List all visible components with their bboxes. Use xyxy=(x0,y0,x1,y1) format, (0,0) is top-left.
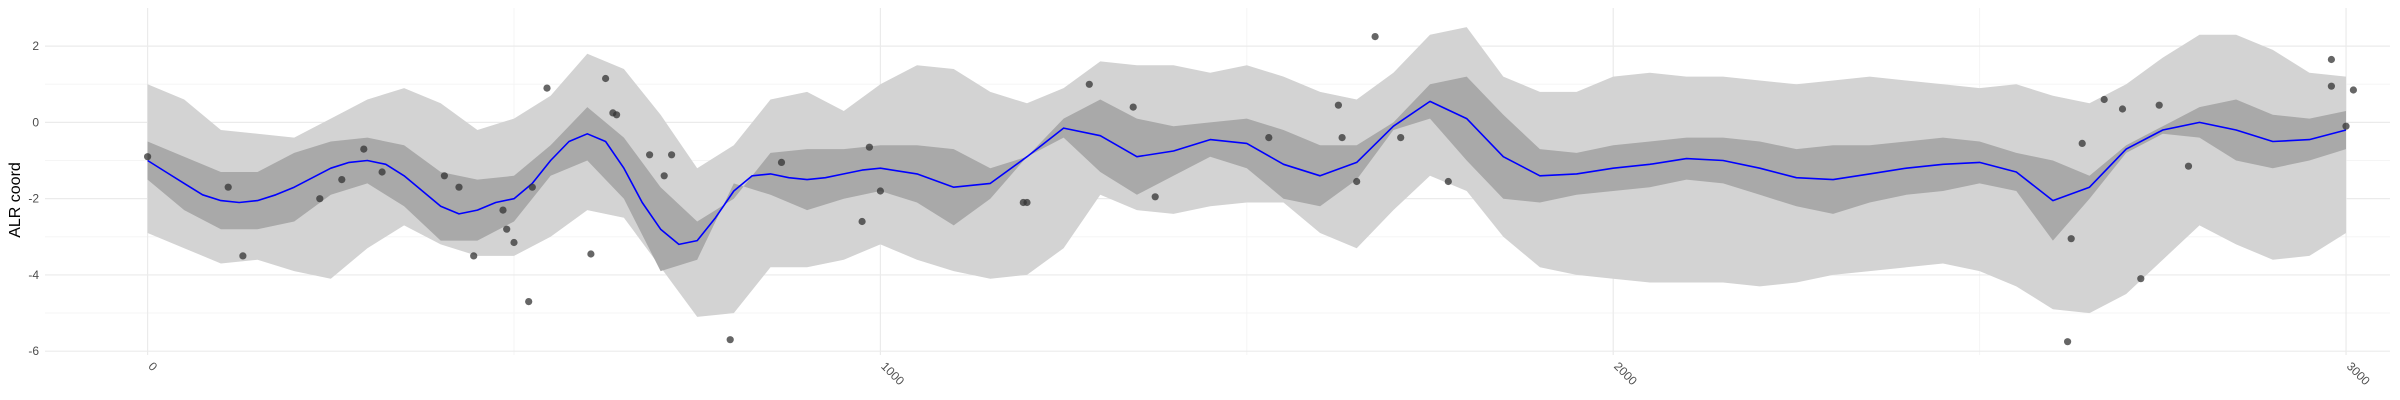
data-point xyxy=(2327,82,2335,90)
data-point xyxy=(2100,95,2108,104)
data-point xyxy=(316,195,324,203)
data-point xyxy=(2184,162,2193,170)
data-point xyxy=(338,176,346,184)
data-point xyxy=(1265,134,1273,142)
data-point xyxy=(858,217,866,226)
data-point xyxy=(646,151,654,159)
data-point xyxy=(525,298,533,306)
data-point xyxy=(1151,193,1159,201)
data-point xyxy=(587,250,595,258)
data-point xyxy=(499,206,507,214)
data-point xyxy=(668,151,676,159)
x-axis-tick-labels: 0 1000 2000 3000 xyxy=(145,359,2372,388)
inner-band-area xyxy=(147,76,2346,272)
y-axis-tick-labels: -6 -4 -2 0 2 xyxy=(28,39,39,358)
data-point xyxy=(144,153,152,161)
data-point xyxy=(1397,134,1405,142)
y-tick-label: 2 xyxy=(32,39,39,53)
y-tick-label: -2 xyxy=(28,192,39,206)
data-point xyxy=(613,111,621,119)
data-point xyxy=(1371,33,1379,41)
data-point xyxy=(602,74,610,83)
data-point xyxy=(470,252,478,260)
data-point xyxy=(378,168,386,176)
data-point xyxy=(865,143,874,151)
data-point xyxy=(2349,86,2357,94)
data-point xyxy=(726,336,734,344)
data-point xyxy=(455,183,463,191)
mean-line xyxy=(147,100,2347,246)
y-tick-label: -4 xyxy=(28,268,39,282)
data-point xyxy=(2067,235,2075,243)
x-tick-label: 1000 xyxy=(878,359,907,388)
data-point xyxy=(2118,105,2127,113)
data-point xyxy=(1444,177,1452,186)
data-point xyxy=(528,183,536,191)
data-point xyxy=(510,238,518,247)
observed-points xyxy=(144,33,2357,346)
data-point xyxy=(1085,80,1093,88)
data-point xyxy=(543,84,551,92)
y-axis-title: ALR coord xyxy=(7,162,24,238)
data-point xyxy=(440,172,448,180)
data-point xyxy=(1023,198,1031,207)
data-point xyxy=(224,183,232,191)
x-tick-label: 0 xyxy=(145,359,160,374)
data-point xyxy=(660,172,668,180)
data-point xyxy=(1334,101,1342,109)
data-point xyxy=(1129,103,1137,111)
data-point xyxy=(777,158,786,166)
data-point xyxy=(503,225,511,233)
data-point xyxy=(876,187,885,195)
data-point xyxy=(2064,338,2072,346)
data-point xyxy=(239,252,247,260)
data-point xyxy=(2137,275,2145,283)
data-point xyxy=(2078,139,2086,147)
x-tick-label: 2000 xyxy=(1611,359,1640,388)
inner-uncertainty-band xyxy=(147,76,2346,272)
mean-line-path xyxy=(147,100,2347,246)
x-tick-label: 3000 xyxy=(2344,359,2373,388)
y-tick-label: -6 xyxy=(28,344,39,358)
data-point xyxy=(360,145,368,153)
data-point xyxy=(2327,55,2335,64)
data-point xyxy=(2155,101,2163,109)
data-point xyxy=(1338,134,1346,142)
data-point xyxy=(1353,177,1361,186)
y-tick-label: 0 xyxy=(32,115,39,129)
data-point xyxy=(2342,122,2350,130)
